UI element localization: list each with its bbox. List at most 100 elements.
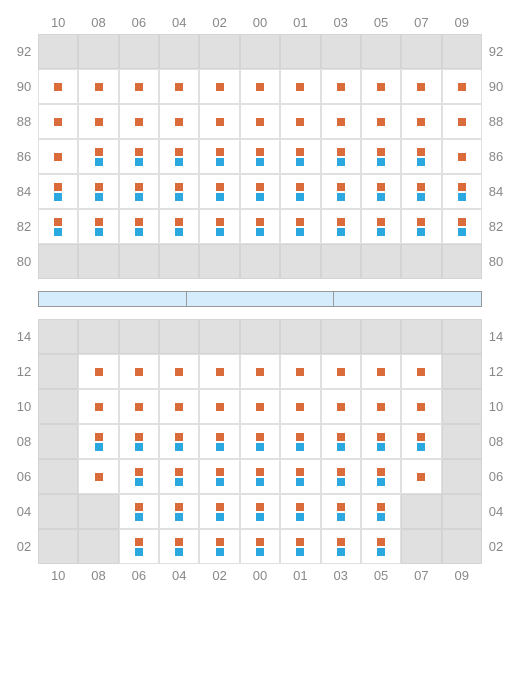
seat-cell[interactable] bbox=[240, 459, 280, 494]
seat-cell[interactable] bbox=[321, 424, 361, 459]
seat-cell[interactable] bbox=[119, 389, 159, 424]
seat-cell[interactable] bbox=[78, 389, 118, 424]
seat-cell[interactable] bbox=[321, 139, 361, 174]
seat-cell[interactable] bbox=[159, 104, 199, 139]
seat-cell[interactable] bbox=[280, 104, 320, 139]
seat-cell[interactable] bbox=[38, 69, 78, 104]
seat-cell[interactable] bbox=[199, 139, 239, 174]
seat-cell[interactable] bbox=[361, 174, 401, 209]
seat-cell[interactable] bbox=[361, 354, 401, 389]
seat-cell[interactable] bbox=[442, 139, 482, 174]
seat-cell[interactable] bbox=[199, 494, 239, 529]
seat-cell[interactable] bbox=[442, 69, 482, 104]
seat-cell[interactable] bbox=[401, 459, 441, 494]
seat-cell[interactable] bbox=[119, 494, 159, 529]
seat-cell[interactable] bbox=[199, 209, 239, 244]
seat-cell[interactable] bbox=[240, 494, 280, 529]
seat-cell[interactable] bbox=[159, 494, 199, 529]
seat-cell[interactable] bbox=[240, 69, 280, 104]
seat-cell[interactable] bbox=[280, 424, 320, 459]
seat-cell[interactable] bbox=[240, 104, 280, 139]
seat-cell[interactable] bbox=[321, 209, 361, 244]
seat-cell[interactable] bbox=[280, 529, 320, 564]
seat-cell[interactable] bbox=[240, 389, 280, 424]
seat-cell[interactable] bbox=[119, 209, 159, 244]
seat-cell[interactable] bbox=[321, 494, 361, 529]
seat-cell[interactable] bbox=[361, 529, 401, 564]
seat-cell[interactable] bbox=[159, 389, 199, 424]
seat-cell[interactable] bbox=[280, 494, 320, 529]
seat-cell[interactable] bbox=[119, 174, 159, 209]
seat-cell[interactable] bbox=[199, 174, 239, 209]
seat-cell[interactable] bbox=[78, 459, 118, 494]
seat-cell[interactable] bbox=[240, 354, 280, 389]
seat-cell[interactable] bbox=[401, 209, 441, 244]
seat-cell[interactable] bbox=[38, 174, 78, 209]
seat-cell[interactable] bbox=[280, 139, 320, 174]
seat-cell[interactable] bbox=[280, 389, 320, 424]
seat-cell[interactable] bbox=[401, 104, 441, 139]
seat-cell[interactable] bbox=[361, 494, 401, 529]
seat-cell[interactable] bbox=[361, 209, 401, 244]
seat-cell[interactable] bbox=[199, 529, 239, 564]
seat-cell[interactable] bbox=[159, 209, 199, 244]
seat-cell[interactable] bbox=[119, 104, 159, 139]
seat-cell[interactable] bbox=[199, 104, 239, 139]
seat-cell[interactable] bbox=[159, 354, 199, 389]
seat-cell[interactable] bbox=[401, 389, 441, 424]
seat-cell[interactable] bbox=[321, 389, 361, 424]
seat-cell[interactable] bbox=[240, 529, 280, 564]
seat-cell[interactable] bbox=[240, 209, 280, 244]
seat-cell[interactable] bbox=[119, 459, 159, 494]
seat-cell[interactable] bbox=[442, 104, 482, 139]
seat-cell[interactable] bbox=[119, 354, 159, 389]
seat-cell[interactable] bbox=[280, 69, 320, 104]
seat-cell[interactable] bbox=[280, 459, 320, 494]
seat-cell[interactable] bbox=[38, 209, 78, 244]
seat-cell[interactable] bbox=[78, 69, 118, 104]
seat-cell[interactable] bbox=[401, 139, 441, 174]
seat-cell[interactable] bbox=[321, 69, 361, 104]
seat-cell[interactable] bbox=[159, 424, 199, 459]
seat-cell[interactable] bbox=[199, 69, 239, 104]
seat-cell[interactable] bbox=[119, 529, 159, 564]
seat-cell[interactable] bbox=[199, 354, 239, 389]
seat-cell[interactable] bbox=[78, 174, 118, 209]
seat-cell[interactable] bbox=[78, 424, 118, 459]
seat-cell[interactable] bbox=[401, 424, 441, 459]
seat-cell[interactable] bbox=[240, 174, 280, 209]
seat-cell[interactable] bbox=[159, 529, 199, 564]
seat-cell[interactable] bbox=[280, 174, 320, 209]
seat-cell[interactable] bbox=[159, 139, 199, 174]
seat-cell[interactable] bbox=[38, 104, 78, 139]
seat-cell[interactable] bbox=[199, 389, 239, 424]
seat-cell[interactable] bbox=[401, 174, 441, 209]
seat-cell[interactable] bbox=[199, 424, 239, 459]
seat-cell[interactable] bbox=[159, 174, 199, 209]
seat-cell[interactable] bbox=[280, 209, 320, 244]
seat-cell[interactable] bbox=[321, 354, 361, 389]
seat-cell[interactable] bbox=[78, 104, 118, 139]
seat-cell[interactable] bbox=[361, 104, 401, 139]
seat-cell[interactable] bbox=[240, 139, 280, 174]
seat-cell[interactable] bbox=[361, 389, 401, 424]
seat-cell[interactable] bbox=[159, 69, 199, 104]
seat-cell[interactable] bbox=[78, 354, 118, 389]
seat-cell[interactable] bbox=[361, 424, 401, 459]
seat-cell[interactable] bbox=[199, 459, 239, 494]
seat-cell[interactable] bbox=[361, 69, 401, 104]
seat-cell[interactable] bbox=[119, 69, 159, 104]
seat-cell[interactable] bbox=[401, 69, 441, 104]
seat-cell[interactable] bbox=[280, 354, 320, 389]
seat-cell[interactable] bbox=[321, 529, 361, 564]
seat-cell[interactable] bbox=[119, 139, 159, 174]
seat-cell[interactable] bbox=[442, 209, 482, 244]
seat-cell[interactable] bbox=[38, 139, 78, 174]
seat-cell[interactable] bbox=[321, 459, 361, 494]
seat-cell[interactable] bbox=[442, 174, 482, 209]
seat-cell[interactable] bbox=[78, 209, 118, 244]
seat-cell[interactable] bbox=[159, 459, 199, 494]
seat-cell[interactable] bbox=[361, 459, 401, 494]
seat-cell[interactable] bbox=[321, 174, 361, 209]
seat-cell[interactable] bbox=[119, 424, 159, 459]
